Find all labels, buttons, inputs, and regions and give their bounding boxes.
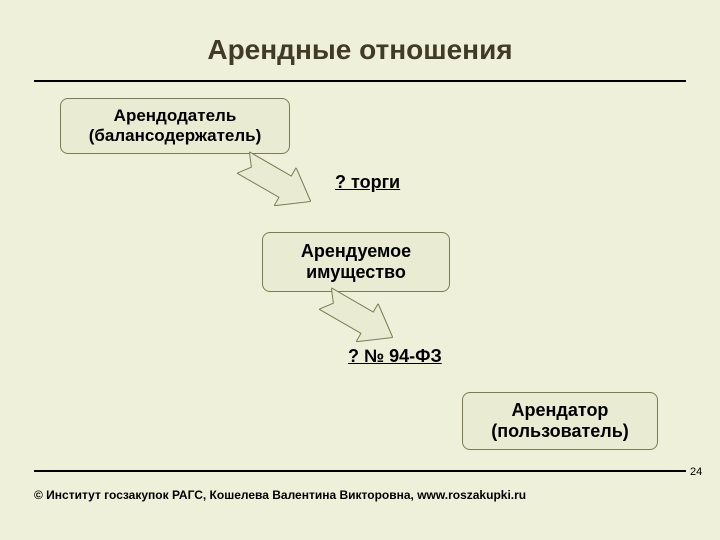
divider-top — [34, 80, 686, 82]
page-number: 24 — [690, 466, 702, 478]
label-auction: ? торги — [335, 172, 400, 193]
box-property-text: Арендуемоеимущество — [301, 241, 411, 282]
box-lessor-text: Арендодатель(балансодержатель) — [89, 106, 262, 145]
divider-bottom — [34, 470, 686, 472]
box-lessee: Арендатор(пользователь) — [462, 392, 658, 450]
slide-title: Арендные отношения — [0, 34, 720, 66]
slide: Арендные отношения Арендодатель(балансод… — [0, 0, 720, 540]
box-lessee-text: Арендатор(пользователь) — [491, 400, 629, 441]
box-property: Арендуемоеимущество — [262, 232, 450, 292]
arrow-1 — [232, 143, 322, 220]
label-fz94: ? № 94-ФЗ — [348, 346, 442, 367]
footer-text: © Институт госзакупок РАГС, Кошелева Вал… — [34, 488, 526, 502]
